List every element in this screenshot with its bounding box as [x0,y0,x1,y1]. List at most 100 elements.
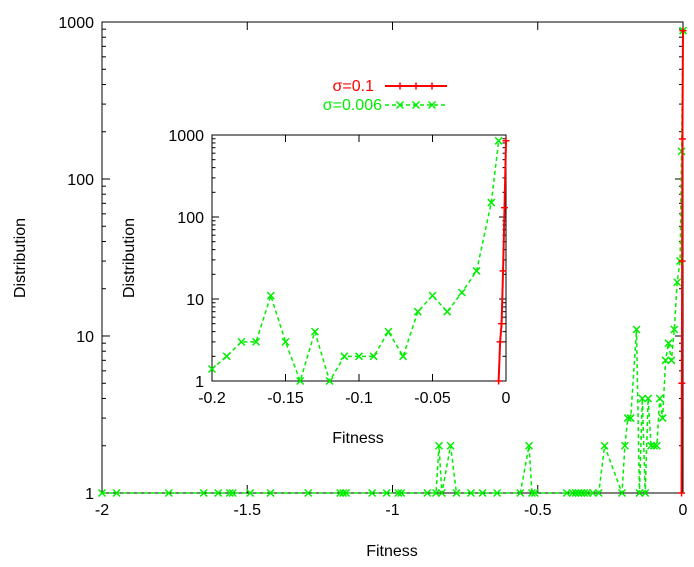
inset-series-1-point-9 [340,352,349,361]
main-series-1-point-48-d2 [644,394,653,403]
legend-marker-sigma-0.1-1 [412,82,420,90]
main-series-1-point-36 [583,488,592,498]
inset-series-1-point-11-d2 [369,352,378,361]
inset-series-1-point-3 [252,337,261,346]
main-series-1-point-24-d2 [478,488,487,498]
inset-series-1-point-13-d2 [399,352,408,361]
inset-series-1-point-9-d2 [340,352,349,361]
main-series-1-point-23 [466,488,475,498]
main-series-1-point-35-d2 [580,488,589,498]
legend-marker-sigma-0.006-2-d2 [427,100,437,110]
main-series-0-point-0 [678,489,686,497]
inset-series-1-point-18-d2 [472,266,481,275]
inset-series-1-point-8-d2 [325,376,334,386]
inset-x-tick-label: -0.15 [267,390,304,407]
inset-series-group [207,136,510,386]
main-series-1-point-58 [673,278,682,287]
legend-marker-sigma-0.1-2 [428,82,436,90]
inset-series-1-point-7-d2 [310,327,319,336]
main-series-1-point-12-d2 [341,488,351,498]
main-series-1-point-20 [437,488,446,498]
main-series-1-point-2-d2 [164,488,173,498]
main-series-1-point-5 [225,488,234,498]
main-series-1-point-20-d2 [437,488,446,498]
inset-y-tick-label: 10 [186,292,204,309]
main-series-1-point-54 [661,356,670,365]
main-series-1-point-1 [112,488,121,498]
main-series-1-point-19 [434,441,444,450]
main-y-tick-label: 1000 [58,15,94,32]
inset-series-1-point-2 [237,337,246,346]
legend-markers [395,82,437,110]
main-series-1-point-3 [199,488,208,498]
main-series-0-point-3 [678,135,686,143]
main-series-1-point-41 [620,441,629,450]
main-series-1-point-11 [339,488,348,498]
main-series-1-point-47-d2 [641,488,650,498]
legend-marker-sigma-0.006-1 [411,100,421,110]
main-x-axis-title: Fitness [366,543,418,560]
main-series-1-point-39 [600,441,609,450]
main-series-1-point-23-d2 [466,488,475,498]
main-series-1-point-21 [446,441,455,450]
inset-series-1-point-15 [428,291,437,300]
inset-y-tick-label: 1000 [168,128,204,145]
inset-series-1-point-8 [325,376,334,386]
main-series-1-point-4-d2 [214,488,223,498]
main-series-1-point-40 [617,488,627,498]
main-series-1-point-28 [527,488,536,498]
main-series-1-point-15-d2 [394,488,403,498]
main-series-1-point-49-d2 [647,441,656,450]
inset-series-1-point-7 [310,327,319,336]
inset-series-1-point-13 [399,352,408,361]
inset-series-1-point-17 [457,288,466,297]
main-series-1-point-56 [667,356,676,365]
main-series-1-point-39-d2 [600,441,609,450]
main-series-1-point-10-d2 [336,488,345,498]
main-series-1-point-37 [588,488,597,498]
main-series-1-point-6-d2 [228,488,237,498]
inset-series-1-point-19-d2 [487,198,496,207]
main-series-1-point-36-d2 [583,488,592,498]
main-series-1-point-45 [635,488,644,498]
main-series-0-point-2 [678,257,686,265]
inset-series-0-point-0 [495,377,503,385]
inset-series-1-point-10 [354,352,364,361]
main-series-1-point-52 [655,394,664,403]
inset-series-1-point-10-d2 [354,352,364,361]
main-series-1-point-37-d2 [588,488,597,498]
main-series-1-point-29-d2 [530,488,539,498]
main-series-1-point-57 [670,325,679,334]
inset-series-1-point-5-d2 [281,337,290,346]
main-series-1-point-13 [368,488,377,498]
main-series-1-point-15 [394,488,403,498]
main-series-1-point-34-d2 [577,488,586,498]
inset-series-1-point-4-d2 [266,291,275,300]
main-series-1-point-19-d2 [434,441,444,450]
inset-series-1-point-1-d2 [222,352,231,361]
main-series-1-point-2 [164,488,173,498]
main-series-1-point-51-d2 [652,441,661,450]
main-series-1-point-38 [594,488,603,498]
inset-series-1-point-12-d2 [384,327,393,336]
main-series-1-point-41-d2 [620,441,629,450]
main-series-1-point-27-d2 [525,441,534,450]
main-series-1-point-14 [382,488,391,498]
main-series-1-point-40-d2 [617,488,627,498]
legend-marker-sigma-0.006-0-d2 [395,100,405,110]
main-series-1-point-31-d2 [568,488,577,498]
inset-series-1-point-2-d2 [237,337,246,346]
legend-marker-sigma-0.006-2 [427,100,437,110]
main-series-1-point-11-d2 [339,488,348,498]
inset-series-1-point-0 [207,364,217,374]
main-series-1-point-6 [228,488,237,498]
inset-series-1-point-6-d2 [296,376,305,386]
main-series-1-point-53-d2 [658,414,667,423]
main-series-1-point-55 [664,339,673,348]
main-series-1-point-44 [632,325,641,334]
main-series-1-point-29 [530,488,539,498]
main-series-1-point-4 [214,488,223,498]
main-series-1-point-25-d2 [493,488,502,498]
inset-series-1-point-1 [222,352,231,361]
main-series-1-point-42-d2 [623,414,632,423]
